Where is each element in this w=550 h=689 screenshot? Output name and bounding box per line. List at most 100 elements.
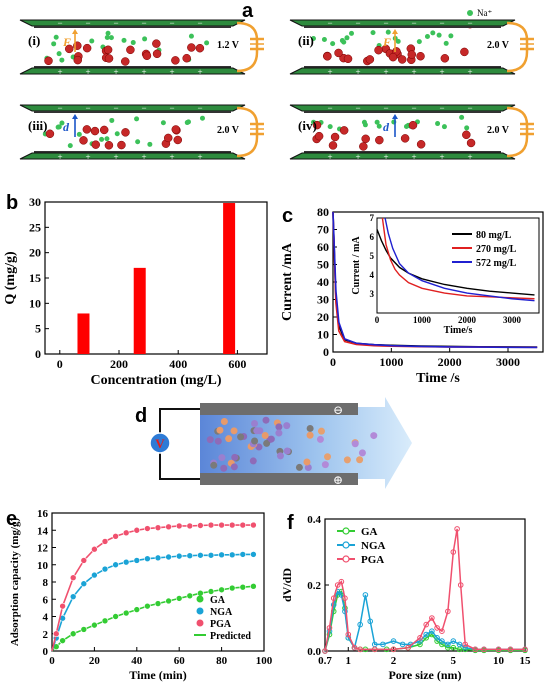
data-point (207, 551, 215, 559)
ion (356, 456, 364, 464)
cl-ion (388, 52, 398, 62)
data-point (59, 637, 66, 644)
ion (214, 437, 222, 445)
y-tick-label: 60 (317, 240, 329, 254)
ion (206, 436, 214, 444)
inset-x-tick-label: 3000 (503, 315, 522, 325)
data-point (69, 593, 77, 600)
bottom-electrode (19, 67, 246, 75)
y-tick-label: 15 (29, 271, 41, 285)
panel-label-c: c (282, 205, 294, 227)
cl-ion (44, 56, 53, 66)
minus-sign: − (439, 103, 444, 113)
y-tick-label: 30 (29, 195, 41, 209)
data-point (186, 592, 194, 600)
cl-ion (103, 45, 113, 55)
panel-d-schematic: ⊖ ⊕ V (149, 397, 412, 489)
top-electrode (289, 19, 516, 27)
data-point (59, 602, 66, 610)
data-point (144, 602, 151, 610)
data-point (80, 580, 88, 588)
ion (251, 437, 259, 445)
plus-sign: ⊕ (333, 473, 343, 487)
na-ion (184, 120, 190, 126)
na-ion (435, 121, 441, 127)
data-point (450, 644, 457, 651)
y-axis-label: Q (mg/g) (3, 251, 18, 305)
x-tick-label: 15 (520, 655, 532, 667)
inset-x-axis-label: Time/s (444, 325, 473, 336)
y-tick-label: 8 (43, 577, 49, 589)
plus-sign: + (57, 152, 62, 162)
top-electrode (19, 19, 246, 27)
minus-sign: − (355, 103, 360, 113)
data-point (52, 630, 60, 638)
cl-ion (462, 130, 471, 140)
data-point (101, 538, 109, 545)
x-tick-label: 1000 (379, 355, 403, 369)
na-ion (443, 40, 449, 46)
na-ion (147, 141, 153, 147)
x-tick-label: 100 (256, 655, 273, 667)
cl-ion (314, 131, 324, 141)
ion (218, 454, 226, 462)
data-point (175, 522, 183, 530)
plus-sign: + (197, 152, 202, 162)
data-point (112, 561, 119, 569)
cl-ion (120, 57, 130, 66)
x-tick-label: 0 (57, 357, 63, 371)
data-point (439, 638, 445, 644)
x-tick-label: 200 (110, 357, 128, 371)
minus-sign: − (355, 18, 360, 28)
y-tick-label: 0.2 (307, 580, 321, 592)
cl-ion (187, 43, 196, 52)
inset-series-line (376, 229, 535, 296)
data-point (144, 555, 151, 563)
cl-ion (416, 51, 425, 61)
data-point (434, 625, 440, 631)
data-point (338, 578, 345, 585)
na-ion (59, 120, 65, 126)
na-ion (199, 115, 205, 121)
plus-sign: + (355, 152, 360, 162)
na-ion (130, 40, 136, 46)
inset-x-tick-label: 0 (375, 315, 380, 325)
data-point (228, 521, 236, 529)
cl-ion (82, 125, 92, 134)
na-ion (459, 114, 465, 120)
na-ion (121, 37, 127, 43)
cl-ion (79, 136, 88, 145)
x-tick-label: 40 (131, 655, 143, 667)
minus-sign: − (141, 18, 146, 28)
na-ion (109, 117, 115, 123)
data-point (439, 641, 445, 648)
minus-sign: − (383, 18, 388, 28)
na-ion (56, 124, 62, 130)
ion (306, 431, 314, 439)
data-point (165, 553, 172, 561)
data-point (122, 558, 130, 566)
data-point (423, 621, 429, 628)
y-tick-label: 6 (43, 594, 49, 606)
data-point (357, 646, 363, 653)
panel-a-schematic: Na⁺Cl⁻−+−+−+−+−+−+1.2 V(i)F−+−+−+−+−+−+2… (19, 8, 534, 162)
data-point (342, 595, 348, 601)
minus-sign: − (141, 103, 146, 113)
data-point (405, 644, 411, 651)
ion (251, 420, 259, 428)
y-tick-label: 16 (37, 508, 49, 520)
cl-ion (104, 54, 114, 63)
data-point (207, 588, 215, 595)
na-ion (424, 33, 430, 39)
ion (262, 416, 270, 424)
mark-label: d (63, 120, 70, 134)
minus-sign: − (197, 18, 202, 28)
data-point (69, 630, 77, 638)
cl-ion (365, 55, 375, 64)
cl-ion (328, 141, 338, 150)
minus-sign: − (85, 103, 90, 113)
data-point (334, 582, 341, 588)
inset-series-line (384, 217, 535, 302)
minus-sign: − (197, 103, 202, 113)
data-point (417, 641, 423, 648)
